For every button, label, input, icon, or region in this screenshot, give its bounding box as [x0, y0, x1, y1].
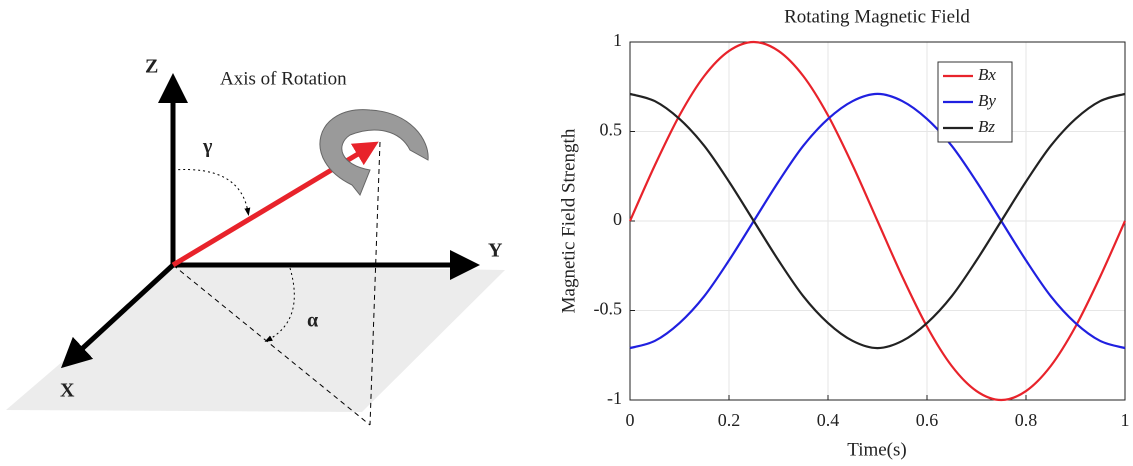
diagram: Z Y X Axis of Rotation γ α [6, 56, 505, 426]
x-tick-label: 0.6 [916, 410, 939, 430]
x-axis-label: Time(s) [847, 439, 906, 460]
y-label: Y [488, 240, 503, 262]
line-series [629, 92, 1126, 350]
x-tick-label: 1 [1121, 410, 1130, 430]
y-tick-label: -1 [607, 388, 622, 408]
z-label: Z [145, 56, 158, 78]
y-tick-label: 0 [613, 209, 622, 229]
x-axis [60, 263, 175, 369]
y-axis-label: Magnetic Field Strength [558, 128, 579, 313]
x-tick-label: 0 [626, 410, 635, 430]
legend-label: Bz [978, 117, 995, 136]
line-series [628, 40, 1127, 402]
x-tick-label: 0.4 [817, 410, 840, 430]
rotation-label: Axis of Rotation [220, 68, 347, 89]
alpha-arc [264, 267, 295, 342]
alpha-label: α [307, 310, 318, 332]
y-tick-label: 1 [613, 30, 622, 50]
projection [172, 264, 371, 426]
rotation-arrow [319, 109, 429, 196]
y-tick-label: 0.5 [600, 120, 623, 140]
x-tick-label: 0.8 [1015, 410, 1038, 430]
drop-line [369, 141, 381, 426]
x-tick-label: 0.2 [718, 410, 741, 430]
gamma-label: γ [202, 136, 213, 158]
plane [6, 265, 505, 412]
gamma-arc [172, 169, 251, 216]
y-tick-label: -0.5 [594, 299, 623, 319]
legend-label: Bx [978, 65, 996, 84]
line-series [629, 92, 1126, 350]
x-label: X [60, 380, 75, 402]
chart-title: Rotating Magnetic Field [784, 6, 970, 27]
legend-label: By [978, 91, 996, 110]
